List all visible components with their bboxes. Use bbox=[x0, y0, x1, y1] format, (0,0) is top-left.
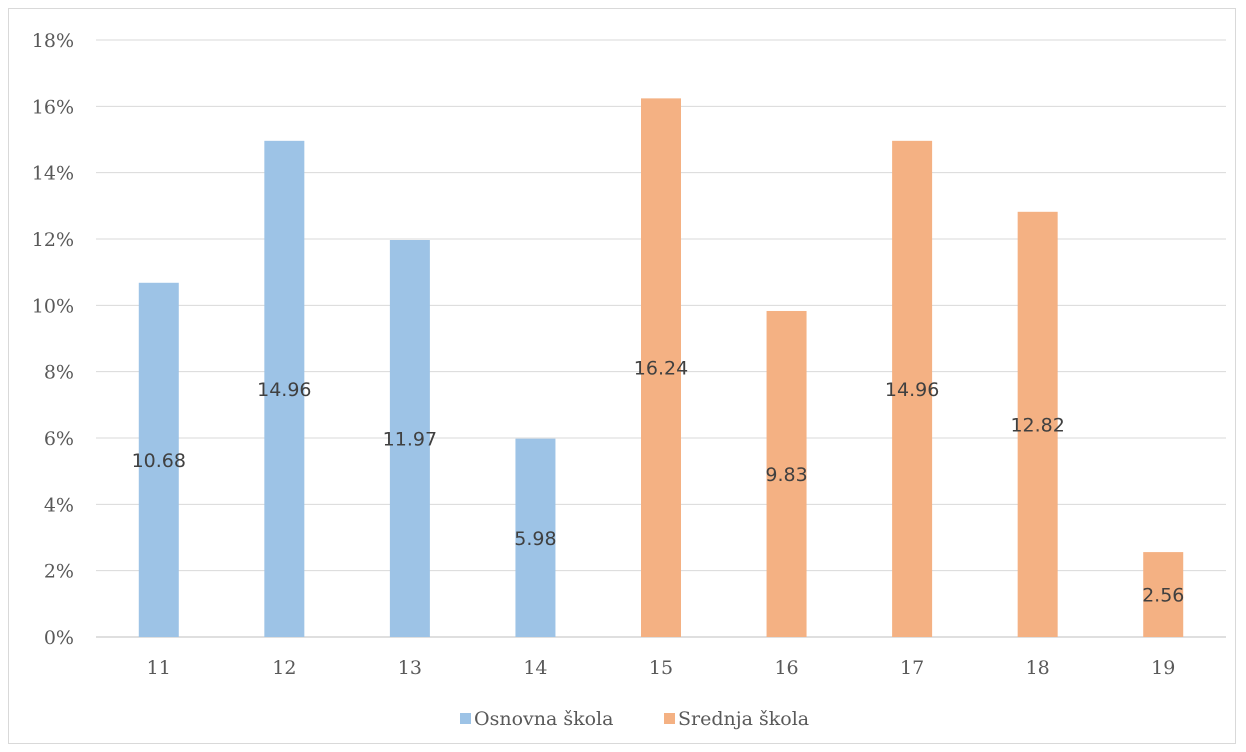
bar bbox=[138, 282, 179, 637]
y-tick-label: 0% bbox=[44, 627, 74, 649]
y-tick-label: 12% bbox=[32, 229, 74, 251]
bar bbox=[766, 310, 807, 637]
data-labels: 10.68 14.96 11.97 5.98 16.24 9.83 14.96 12.82 2.… bbox=[132, 358, 1185, 607]
y-tick-label: 8% bbox=[44, 362, 74, 384]
data-label: 10.68 bbox=[132, 450, 186, 472]
y-tick-label: 4% bbox=[44, 494, 74, 516]
data-label: 5.98 bbox=[514, 528, 556, 550]
data-label: 12.82 bbox=[1010, 414, 1064, 436]
legend-swatch bbox=[460, 713, 471, 724]
data-label: 2.56 bbox=[1142, 585, 1184, 607]
x-tick-label: 19 bbox=[1151, 657, 1175, 679]
data-label: 9.83 bbox=[765, 464, 807, 486]
bar bbox=[1017, 211, 1058, 637]
x-tick-label: 11 bbox=[147, 657, 171, 679]
y-axis-ticks: 0% 2% 4% 6% 8% 10% 12% 14% 16% 18% bbox=[32, 30, 74, 649]
x-tick-label: 12 bbox=[272, 657, 296, 679]
bar bbox=[515, 438, 556, 637]
bar bbox=[641, 98, 681, 637]
y-tick-label: 18% bbox=[32, 30, 74, 52]
y-tick-label: 2% bbox=[44, 561, 74, 583]
x-tick-label: 18 bbox=[1026, 657, 1050, 679]
x-tick-label: 15 bbox=[649, 657, 673, 679]
y-tick-label: 10% bbox=[32, 295, 74, 317]
bar bbox=[389, 239, 430, 637]
data-label: 11.97 bbox=[383, 428, 437, 450]
bar bbox=[892, 140, 933, 637]
x-tick-label: 17 bbox=[900, 657, 924, 679]
x-axis-ticks: 11 12 13 14 15 16 17 18 19 bbox=[147, 657, 1176, 679]
y-tick-label: 16% bbox=[32, 96, 74, 118]
x-tick-label: 16 bbox=[774, 657, 798, 679]
x-tick-label: 13 bbox=[398, 657, 422, 679]
x-tick-label: 14 bbox=[523, 657, 547, 679]
legend: Osnovna škola Srednja škola bbox=[460, 708, 809, 730]
bar bbox=[264, 140, 305, 637]
bar bbox=[1143, 552, 1184, 637]
bars bbox=[138, 98, 1184, 637]
data-label: 14.96 bbox=[885, 379, 939, 401]
data-label: 16.24 bbox=[634, 358, 688, 380]
data-label: 14.96 bbox=[257, 379, 311, 401]
y-tick-label: 14% bbox=[32, 163, 74, 185]
legend-label: Osnovna škola bbox=[474, 708, 613, 730]
legend-swatch bbox=[664, 713, 675, 724]
y-tick-label: 6% bbox=[44, 428, 74, 450]
legend-label: Srednja škola bbox=[678, 708, 809, 730]
